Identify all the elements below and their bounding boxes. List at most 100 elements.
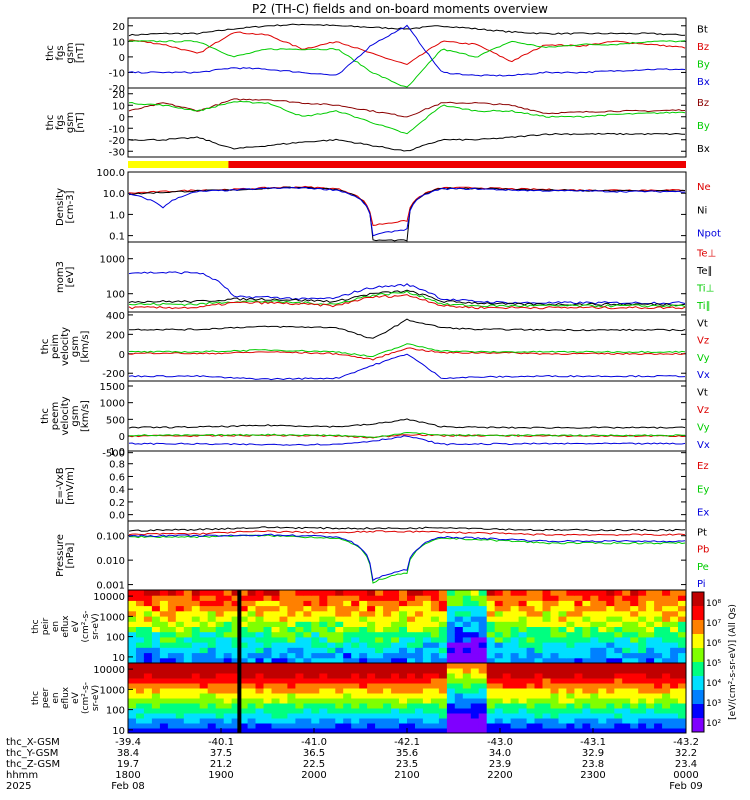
spectrogram-cell	[375, 600, 384, 607]
spectrogram-cell	[311, 621, 320, 627]
y-tick-label: 0.4	[109, 485, 125, 496]
spectrogram-cell	[223, 600, 233, 607]
spectrogram-cell	[582, 693, 591, 699]
spectrogram-cell	[518, 600, 528, 607]
spectrogram-cell	[327, 693, 336, 699]
y-tick-label: -20	[109, 84, 125, 95]
spectrogram-cell	[526, 626, 536, 633]
spectrogram-cell	[319, 610, 328, 617]
spectrogram-cell	[510, 678, 520, 684]
x-axis-value: -43.0	[487, 737, 513, 748]
spectrogram-cell	[303, 590, 312, 596]
spectrogram-cell	[662, 708, 671, 714]
spectrogram-cell	[279, 703, 288, 709]
spectrogram-cell	[175, 605, 185, 612]
spectrogram-cell	[470, 708, 480, 714]
spectrogram-cell	[582, 713, 591, 719]
spectrogram-cell	[239, 668, 249, 674]
spectrogram-cell	[287, 616, 296, 622]
spectrogram-cell	[199, 708, 209, 714]
spectrogram-cell	[279, 718, 288, 724]
x-axis-value: -43.1	[580, 737, 606, 748]
spectrogram-cell	[231, 698, 241, 704]
series-line-Ti∥	[128, 294, 686, 310]
spectrogram-cell	[630, 595, 639, 601]
spectrogram-cell	[175, 663, 185, 669]
spectrogram-cell	[359, 693, 368, 699]
spectrogram-cell	[367, 703, 376, 709]
spectrogram-cell	[646, 668, 655, 674]
spectrogram-cell	[159, 590, 169, 596]
spectrogram-cell	[327, 616, 336, 622]
spectrogram-cell	[662, 590, 671, 596]
spectrogram-cell	[287, 688, 296, 694]
panel-frame	[127, 171, 687, 243]
spectrogram-cell	[670, 678, 679, 684]
spectrogram-cell	[454, 698, 464, 704]
spectrogram-cell	[494, 713, 504, 719]
spectrogram-cell	[486, 693, 496, 699]
spectrogram-cell	[470, 693, 480, 699]
spectrogram-cell	[646, 688, 655, 694]
spectrogram-cell	[415, 708, 424, 714]
spectrogram-cell	[590, 626, 599, 633]
spectrogram-cell	[175, 668, 185, 674]
spectrogram-cell	[343, 683, 352, 689]
spectrogram-cell	[319, 668, 328, 674]
spectrogram-cell	[478, 668, 488, 674]
spectrogram-cell	[239, 590, 249, 596]
spectrogram-cell	[247, 631, 257, 638]
spectrogram-cell	[287, 652, 296, 659]
spectrogram-cell	[367, 605, 376, 612]
spectrogram-cell	[478, 657, 488, 664]
y-axis-label: velocity	[60, 327, 71, 366]
spectrogram-cell	[486, 678, 496, 684]
spectrogram-cell	[279, 713, 288, 719]
spectrogram-cell	[534, 605, 543, 612]
spectrogram-cell	[399, 703, 408, 709]
spectrogram-cell	[542, 610, 551, 617]
spectrogram-cell	[630, 723, 639, 729]
spectrogram-cell	[375, 595, 384, 601]
spectrogram-cell	[311, 678, 320, 684]
spectrogram-cell	[383, 713, 392, 719]
status-segment	[128, 161, 229, 168]
spectrogram-cell	[255, 703, 264, 709]
spectrogram-cell	[335, 626, 344, 633]
spectrogram-cell	[510, 713, 520, 719]
spectrogram-cell	[399, 595, 408, 601]
spectrogram-cell	[638, 678, 647, 684]
y-axis-label: gsm	[65, 42, 76, 63]
spectrogram-cell	[128, 668, 137, 674]
spectrogram-cell	[518, 621, 528, 627]
spectrogram-cell	[438, 723, 448, 729]
spectrogram-cell	[630, 708, 639, 714]
spectrogram-cell	[678, 621, 687, 627]
spectrogram-cell	[399, 636, 408, 643]
spectrogram-cell	[438, 595, 448, 601]
spectrogram-cell	[654, 698, 663, 704]
spectrogram-cell	[279, 616, 288, 622]
spectrogram-cell	[622, 673, 631, 679]
spectrogram-cell	[526, 683, 536, 689]
spectrogram-cell	[486, 642, 496, 648]
spectrogram-cell	[534, 678, 543, 684]
spectrogram-cell	[143, 657, 153, 664]
spectrogram-cell	[399, 728, 408, 734]
y-tick-label: -200	[102, 369, 125, 380]
spectrogram-cell	[359, 595, 368, 601]
spectrogram-cell	[247, 728, 257, 734]
spectrogram-cell	[263, 728, 272, 734]
spectrogram-cell	[399, 590, 408, 596]
y-axis-label: fgs	[55, 115, 66, 130]
spectrogram-cell	[614, 663, 623, 669]
spectrogram-cell	[343, 688, 352, 694]
series-line-Te∥	[128, 290, 686, 308]
spectrogram-cell	[430, 600, 440, 607]
spectrogram-cell	[630, 626, 639, 633]
spectrogram-cell	[430, 636, 440, 643]
spectrogram-cell	[136, 657, 145, 664]
spectrogram-cell	[375, 636, 384, 643]
spectrogram-cell	[128, 728, 137, 734]
